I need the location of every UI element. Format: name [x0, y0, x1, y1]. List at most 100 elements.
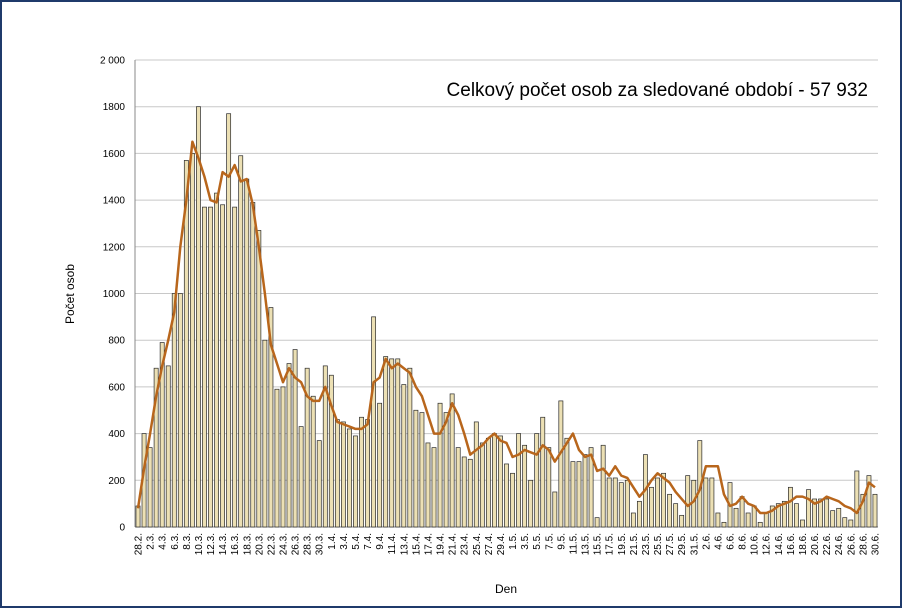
x-tick-label: 11.4.	[387, 533, 398, 555]
bar	[334, 419, 340, 528]
x-tick-label: 13.4.	[399, 533, 410, 555]
bar	[274, 388, 280, 528]
bar	[419, 412, 425, 528]
bar	[280, 386, 286, 528]
bar	[570, 461, 576, 528]
x-tick-label: 24.6.	[834, 533, 845, 555]
x-tick-label: 19.5.	[617, 533, 628, 555]
x-tick-label: 10.3.	[194, 533, 205, 555]
x-tick-label: 23.4.	[460, 533, 471, 555]
y-tick-label: 1600	[103, 149, 126, 160]
x-tick-label: 17.4.	[423, 533, 434, 555]
bar	[842, 517, 848, 528]
x-tick-label: 28.6.	[858, 533, 869, 555]
bar	[836, 507, 842, 528]
x-tick-label: 29.4.	[496, 533, 507, 555]
bar	[582, 454, 588, 528]
bar	[298, 426, 304, 528]
bar	[721, 521, 727, 528]
bar	[316, 440, 322, 528]
bar	[177, 293, 183, 528]
y-tick-label: 200	[108, 476, 125, 487]
bar	[431, 447, 437, 528]
x-tick-label: 12.3.	[206, 533, 217, 555]
bar	[788, 486, 793, 528]
bar	[866, 475, 872, 528]
bar	[395, 358, 401, 528]
bar	[467, 458, 473, 528]
x-tick-label: 19.4.	[436, 533, 447, 555]
bar	[564, 437, 570, 528]
x-tick-label: 24.3.	[278, 533, 289, 555]
x-tick-label: 4.6.	[713, 533, 724, 550]
bar	[165, 365, 171, 528]
x-tick-label: 9.5.	[556, 533, 567, 550]
bar	[189, 153, 195, 528]
x-tick-label: 23.5.	[641, 533, 652, 555]
bar	[322, 365, 328, 528]
bar	[389, 358, 395, 528]
x-tick-label: 22.6.	[822, 533, 833, 555]
bar	[498, 435, 503, 528]
bar	[745, 512, 751, 528]
bar	[353, 435, 358, 528]
x-tick-label: 1.4.	[327, 533, 338, 550]
bar	[171, 293, 177, 528]
bar	[153, 367, 159, 528]
bar	[238, 155, 244, 528]
bar	[425, 442, 431, 528]
bar	[769, 505, 775, 528]
bar	[371, 316, 377, 528]
bar	[292, 349, 298, 528]
x-tick-label: 3.4.	[339, 533, 350, 550]
x-tick-label: 5.4.	[351, 533, 362, 550]
bar	[824, 498, 830, 528]
x-tick-label: 6.6.	[726, 533, 737, 550]
bar	[600, 444, 606, 528]
bar	[594, 517, 600, 528]
x-tick-label: 25.4.	[472, 533, 483, 555]
x-tick-label: 9.4.	[375, 533, 386, 550]
line	[136, 140, 876, 515]
bar	[202, 206, 207, 528]
bar	[854, 470, 860, 528]
bar	[232, 206, 238, 528]
bar	[437, 402, 443, 528]
bar	[365, 419, 370, 528]
bar	[492, 433, 497, 528]
x-tick-label: 27.5.	[665, 533, 676, 555]
x-tick-label: 21.4.	[448, 533, 459, 555]
bar	[872, 493, 878, 528]
bar	[159, 342, 165, 528]
bar	[830, 510, 836, 528]
x-tick-label: 3.5.	[520, 533, 531, 550]
bar	[576, 461, 582, 528]
bar	[407, 367, 413, 528]
bar	[196, 106, 201, 528]
bar	[630, 512, 636, 528]
x-tick-label: 8.6.	[738, 533, 749, 550]
bar	[340, 421, 346, 528]
bar	[806, 489, 811, 528]
x-tick-label: 7.5.	[544, 533, 555, 550]
bar	[649, 486, 654, 528]
bar	[588, 447, 594, 528]
x-tick-label: 14.3.	[218, 533, 229, 555]
x-tick-label: 14.6.	[774, 533, 785, 555]
y-tick-label: 0	[119, 523, 125, 534]
bar	[413, 409, 419, 528]
x-tick-label: 25.5.	[653, 533, 664, 555]
x-tick-label: 28.2.	[134, 533, 145, 555]
bar	[449, 393, 455, 528]
bar	[558, 400, 564, 528]
x-tick-label: 13.5.	[581, 533, 592, 555]
bar	[479, 442, 485, 528]
x-tick-label: 20.6.	[810, 533, 821, 555]
bar	[800, 519, 805, 528]
y-tick-label: 2 000	[100, 56, 125, 67]
bar	[473, 421, 479, 528]
x-tick-label: 8.3.	[182, 533, 193, 550]
bar	[286, 363, 292, 528]
bar	[848, 519, 854, 528]
x-tick-label: 29.5.	[677, 533, 688, 555]
